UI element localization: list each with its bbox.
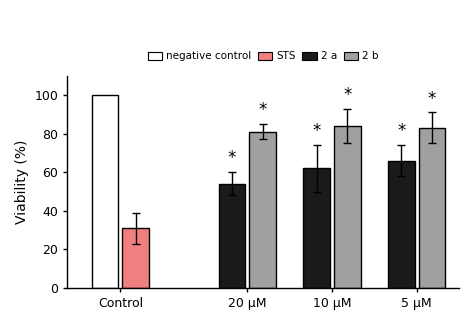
Text: *: * xyxy=(428,90,436,108)
Bar xyxy=(92,95,118,288)
Bar xyxy=(219,184,245,288)
Text: *: * xyxy=(258,101,267,119)
Bar xyxy=(303,168,330,288)
Y-axis label: Viability (%): Viability (%) xyxy=(15,140,29,224)
Text: *: * xyxy=(343,86,352,104)
Text: *: * xyxy=(397,123,406,140)
Text: *: * xyxy=(312,123,321,140)
Bar xyxy=(334,126,361,288)
Bar xyxy=(249,132,276,288)
Bar xyxy=(122,228,149,288)
Legend: negative control, STS, 2 a, 2 b: negative control, STS, 2 a, 2 b xyxy=(144,47,383,65)
Bar xyxy=(388,161,415,288)
Bar xyxy=(419,128,445,288)
Text: *: * xyxy=(228,150,236,167)
